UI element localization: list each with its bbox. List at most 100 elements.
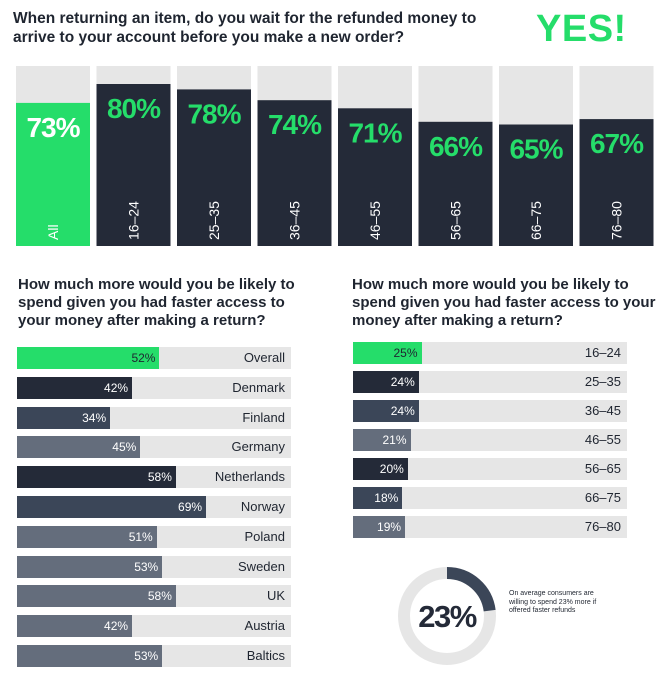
bar bbox=[17, 555, 163, 578]
bar-row: 18% 66–75 bbox=[353, 487, 627, 509]
bar bbox=[353, 400, 419, 422]
category-label: 76–80 bbox=[584, 519, 621, 534]
bar bbox=[17, 525, 157, 548]
category-label: 36–45 bbox=[287, 201, 303, 240]
bar-value-label: 58% bbox=[147, 589, 172, 604]
bar-row: 58% Netherlands bbox=[17, 466, 291, 489]
category-label: Norway bbox=[240, 499, 285, 514]
category-label: Poland bbox=[244, 528, 285, 544]
bar-row: 24% 36–45 bbox=[353, 400, 627, 422]
category-label: Denmark bbox=[232, 379, 285, 395]
bar-value-label: 71% bbox=[348, 117, 402, 148]
bar bbox=[353, 458, 408, 480]
category-label: Austria bbox=[244, 618, 285, 634]
bar bbox=[17, 645, 163, 667]
donut-value: 23% bbox=[418, 599, 476, 634]
bar bbox=[579, 119, 654, 246]
bar-value-label: 67% bbox=[590, 128, 644, 159]
donut-arc bbox=[446, 567, 496, 612]
bar bbox=[17, 615, 133, 638]
category-label: 16–24 bbox=[126, 201, 142, 240]
bar bbox=[353, 342, 422, 364]
category-label: 76–80 bbox=[609, 201, 625, 240]
bar-value-label: 65% bbox=[509, 134, 563, 165]
bar bbox=[96, 84, 171, 246]
bar-row: 42% Denmark bbox=[17, 376, 291, 399]
category-label: Germany bbox=[231, 439, 285, 455]
bar-value-label: 53% bbox=[134, 649, 159, 663]
category-label: All bbox=[45, 224, 61, 240]
bar-row: 24% 25–35 bbox=[353, 371, 627, 393]
category-label: 25–35 bbox=[206, 201, 222, 240]
category-label: 66–75 bbox=[584, 490, 621, 505]
category-label: 25–35 bbox=[584, 374, 621, 389]
bar bbox=[17, 496, 207, 518]
left-question: How much more would you be likely to spe… bbox=[18, 276, 295, 329]
bar bbox=[353, 516, 406, 538]
bar bbox=[499, 124, 573, 246]
bar-row: 45% Germany bbox=[17, 436, 291, 459]
bar-value-label: 24% bbox=[390, 404, 415, 418]
bar-row: 69% Norway bbox=[17, 496, 291, 518]
bar-row: 53% Baltics bbox=[17, 645, 291, 667]
bar-row: 19% 76–80 bbox=[353, 516, 627, 538]
bar bbox=[353, 487, 403, 509]
bar bbox=[338, 108, 412, 246]
bar-row: 52% Overall bbox=[17, 347, 291, 369]
bar-row: 51% Poland bbox=[17, 525, 291, 548]
bar bbox=[17, 585, 176, 608]
bar bbox=[177, 89, 251, 247]
bar-value-label: 66% bbox=[429, 131, 483, 162]
category-label: Baltics bbox=[246, 648, 285, 663]
bar bbox=[17, 436, 141, 459]
category-label: 16–24 bbox=[584, 345, 621, 360]
bar bbox=[257, 100, 332, 246]
category-label: Finland bbox=[242, 409, 285, 425]
bar bbox=[17, 466, 176, 489]
bar-row: 20% 56–65 bbox=[353, 458, 627, 480]
yes-answer: YES! bbox=[536, 8, 627, 50]
category-label: 46–55 bbox=[584, 432, 621, 447]
bar-value-label: 74% bbox=[268, 109, 322, 140]
top-question: When returning an item, do you wait for … bbox=[13, 10, 477, 46]
category-label: Overall bbox=[243, 350, 285, 365]
bar bbox=[353, 371, 419, 393]
bar bbox=[418, 121, 493, 246]
bar-value-label: 42% bbox=[104, 380, 129, 395]
bar-value-label: 53% bbox=[134, 559, 159, 574]
bar-value-label: 34% bbox=[82, 410, 107, 425]
bar-value-label: 80% bbox=[107, 93, 161, 124]
bar-value-label: 52% bbox=[131, 351, 156, 365]
category-label: 46–55 bbox=[367, 201, 383, 240]
category-label: Sweden bbox=[238, 558, 285, 574]
bar-value-label: 24% bbox=[390, 375, 415, 389]
bar-row: 34% Finland bbox=[17, 406, 291, 429]
category-label: UK bbox=[266, 588, 285, 604]
bar-value-label: 78% bbox=[187, 98, 241, 129]
bar bbox=[353, 429, 411, 451]
category-label: 56–65 bbox=[584, 461, 621, 476]
bar-row: 42% Austria bbox=[17, 615, 291, 638]
donut-note: On average consumers are willing to spen… bbox=[509, 590, 597, 614]
bar-value-label: 45% bbox=[112, 440, 137, 455]
bar-value-label: 18% bbox=[374, 491, 399, 505]
bar-value-label: 20% bbox=[379, 462, 404, 476]
top-vertical-bar-chart: 73% All 80% 16–24 78% 25–35 74% 36–45 71% 46–55 66… bbox=[16, 66, 654, 247]
bar-row: 58% UK bbox=[17, 585, 291, 608]
bar-value-label: 69% bbox=[178, 500, 203, 514]
bar bbox=[16, 102, 90, 247]
category-label: Netherlands bbox=[214, 469, 285, 485]
right-question: How much more would you be likely to spe… bbox=[352, 276, 656, 329]
bar-value-label: 19% bbox=[377, 520, 402, 534]
bar-row: 25% 16–24 bbox=[353, 342, 627, 364]
bar-value-label: 42% bbox=[104, 619, 129, 634]
bar bbox=[17, 376, 133, 399]
bar bbox=[17, 406, 111, 429]
bar-value-label: 21% bbox=[382, 433, 407, 447]
average-spend-donut: 23% bbox=[398, 567, 496, 665]
country-bar-chart: 52% Overall 42% Denmark 34% Finland 45% Germany… bbox=[17, 347, 291, 675]
bar-value-label: 73% bbox=[26, 112, 80, 143]
bar-value-label: 58% bbox=[147, 470, 172, 485]
category-label: 36–45 bbox=[584, 403, 621, 418]
bar bbox=[17, 347, 160, 369]
